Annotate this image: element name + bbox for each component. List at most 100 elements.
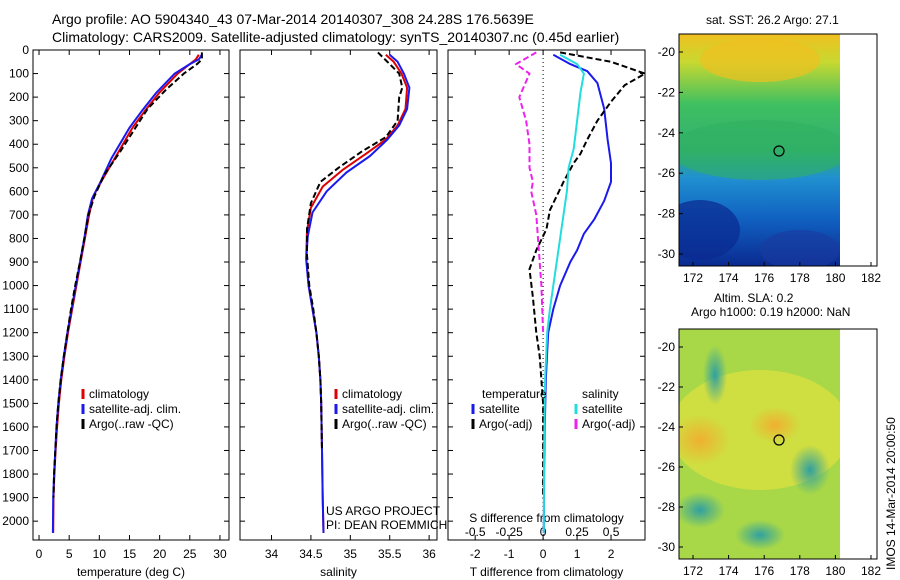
y-tick-label: 1000 bbox=[2, 279, 29, 293]
x-tick-label: 10 bbox=[93, 547, 107, 561]
legend-title-temperature: temperature bbox=[482, 387, 547, 401]
map-x-tick-label: 172 bbox=[683, 271, 703, 285]
x-tick-label: 0 bbox=[36, 547, 43, 561]
s-tick-label: 0.25 bbox=[565, 525, 589, 539]
map-x-tick-label: 172 bbox=[683, 564, 703, 578]
map-y-tick-label: -22 bbox=[658, 380, 676, 394]
s-tick-label: -0.25 bbox=[495, 525, 523, 539]
map-x-tick-label: 174 bbox=[719, 564, 739, 578]
sst-map-title: sat. SST: 26.2 Argo: 27.1 bbox=[706, 13, 839, 27]
sla-map-ticks: 172 174 176 178 180 182 -20 -22 -24 -26 -28 -30 bbox=[658, 340, 882, 578]
sla-map: Altim. SLA: 0.2 Argo h1000: 0.19 h2000: … bbox=[658, 291, 882, 578]
panel-frame bbox=[32, 49, 230, 541]
legend-label: satellite bbox=[582, 402, 623, 416]
map-y-tick-label: -24 bbox=[658, 126, 676, 140]
panel-temperature: 0 5 10 15 20 25 30 temperature (deg C) 0 100 200 30… bbox=[2, 43, 230, 579]
map-x-tick-label: 182 bbox=[861, 564, 881, 578]
map-y-tick-label: -30 bbox=[658, 540, 676, 554]
y-tick-label: 1100 bbox=[3, 302, 29, 316]
y-tick-label: 1400 bbox=[2, 373, 29, 387]
y-tick-label: 1800 bbox=[2, 467, 29, 481]
legend-label: satellite-adj. clim. bbox=[89, 402, 181, 416]
map-x-tick-label: 180 bbox=[825, 564, 845, 578]
map-y-tick-label: -28 bbox=[658, 207, 676, 221]
x-tick-label: 34.5 bbox=[299, 547, 323, 561]
y-tick-label: 400 bbox=[9, 137, 29, 151]
y-tick-label: 900 bbox=[9, 255, 29, 269]
sst-cool-patch2 bbox=[760, 230, 840, 266]
x-tick-label: 35.5 bbox=[378, 547, 402, 561]
x-tick-label: 35 bbox=[344, 547, 358, 561]
sst-map-frame bbox=[678, 33, 878, 267]
series-s-satellite bbox=[542, 53, 585, 533]
legend-label: climatology bbox=[89, 387, 149, 401]
sst-map-ticks: 172 174 176 178 180 182 -20 -22 -24 -26 -28 -30 bbox=[658, 45, 882, 285]
y-tick-label: 1500 bbox=[2, 396, 29, 410]
legend-label: satellite bbox=[479, 402, 520, 416]
sla-teal-spot2 bbox=[679, 492, 725, 528]
x-tick-label: 0 bbox=[540, 547, 547, 561]
x-tick-label: 5 bbox=[66, 547, 73, 561]
legend-label: climatology bbox=[342, 387, 402, 401]
legend-label: Argo(-adj) bbox=[479, 417, 532, 431]
map-x-tick-label: 176 bbox=[754, 564, 774, 578]
map-y-tick-label: -20 bbox=[658, 45, 676, 59]
sla-map-title2: Argo h1000: 0.19 h2000: NaN bbox=[691, 305, 850, 319]
x-axis-label: temperature (deg C) bbox=[77, 565, 185, 579]
y-tick-label: 1900 bbox=[2, 491, 29, 505]
legend-label: satellite-adj. clim. bbox=[342, 402, 434, 416]
sla-orange-spot2 bbox=[750, 407, 800, 443]
map-x-tick-label: 180 bbox=[825, 271, 845, 285]
sla-map-frame bbox=[678, 328, 878, 560]
y-tick-label: 0 bbox=[22, 43, 29, 57]
y-tick-label: 1600 bbox=[2, 420, 29, 434]
series-argo-raw-qc- bbox=[52, 52, 203, 498]
series-s-argo-adj- bbox=[514, 51, 545, 333]
legend-label: Argo(-adj) bbox=[582, 417, 635, 431]
map-x-tick-label: 174 bbox=[719, 271, 739, 285]
legend-label: Argo(..raw -QC) bbox=[342, 417, 427, 431]
figure-title-line2: Climatology: CARS2009. Satellite-adjuste… bbox=[52, 29, 619, 45]
s-tick-label: -0.5 bbox=[465, 525, 486, 539]
panel-differences: -2 -1 0 1 2 T difference from climatology -0.5… bbox=[447, 49, 646, 579]
sst-cool-patch bbox=[679, 200, 740, 260]
x-axis-label: T difference from climatology bbox=[470, 565, 624, 579]
sla-orange-spot bbox=[679, 415, 730, 465]
panel-salinity: 34 34.5 35 35.5 36 salinity climatologysatelli… bbox=[239, 49, 447, 579]
y-tick-label: 1700 bbox=[2, 443, 29, 457]
x-tick-label: 25 bbox=[183, 547, 197, 561]
y-tick-label: 200 bbox=[9, 90, 29, 104]
sla-teal-spot3 bbox=[790, 445, 830, 495]
x-tick-label: 36 bbox=[422, 547, 436, 561]
panel-frame bbox=[239, 49, 438, 541]
sst-map: sat. SST: 26.2 Argo: 27.1 172 174 176 178 18… bbox=[658, 13, 882, 285]
project-annotation: US ARGO PROJECT bbox=[326, 504, 441, 518]
map-x-tick-label: 178 bbox=[790, 564, 810, 578]
sla-argo-marker bbox=[773, 434, 785, 446]
y-tick-label: 800 bbox=[9, 231, 29, 245]
map-y-tick-label: -22 bbox=[658, 85, 676, 99]
figure-title-line1: Argo profile: AO 5904340_43 07-Mar-2014 … bbox=[52, 11, 534, 27]
y-tick-label: 300 bbox=[9, 114, 29, 128]
y-tick-label: 2000 bbox=[2, 514, 29, 528]
legend-label: Argo(..raw -QC) bbox=[89, 417, 174, 431]
legend-title-salinity: salinity bbox=[582, 387, 619, 401]
map-y-tick-label: -20 bbox=[658, 340, 676, 354]
s-axis-label: S difference from climatology bbox=[469, 511, 624, 525]
x-tick-label: 34 bbox=[265, 547, 279, 561]
y-tick-label: 600 bbox=[9, 184, 29, 198]
map-y-tick-label: -26 bbox=[658, 166, 676, 180]
x-tick-label: 1 bbox=[574, 547, 581, 561]
x-tick-label: 15 bbox=[123, 547, 137, 561]
sst-argo-marker bbox=[773, 145, 785, 157]
series-argo-raw-qc- bbox=[306, 51, 404, 451]
sla-teal-spot bbox=[703, 345, 727, 405]
imos-credit: IMOS 14-Mar-2014 20:00:50 bbox=[884, 417, 898, 570]
pi-annotation: PI: DEAN ROEMMICH bbox=[326, 518, 447, 532]
series-satellite-adj-clim- bbox=[51, 54, 203, 533]
x-axis-label: salinity bbox=[320, 565, 357, 579]
y-tick-label: 700 bbox=[9, 208, 29, 222]
map-y-tick-label: -24 bbox=[658, 420, 676, 434]
